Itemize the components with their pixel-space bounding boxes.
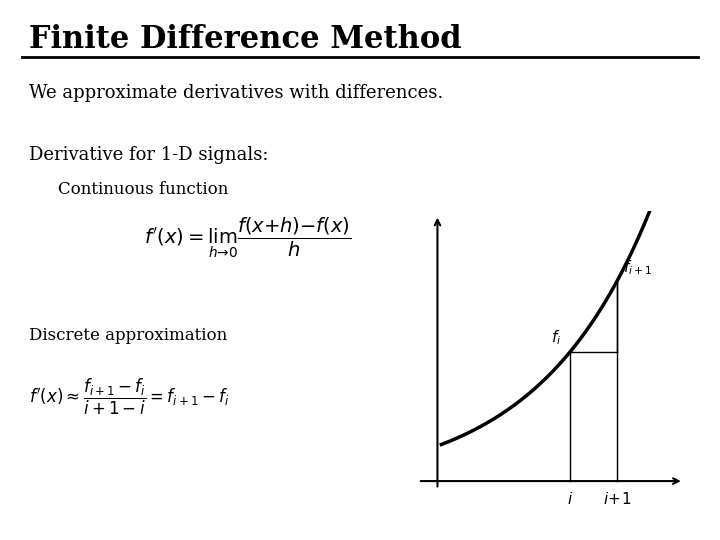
- Text: Continuous function: Continuous function: [58, 181, 228, 198]
- Text: $f_i$: $f_i$: [551, 329, 561, 347]
- Text: $f'(x) \approx \dfrac{f_{i+1} - f_i}{i+1-i} = f_{i+1} - f_i$: $f'(x) \approx \dfrac{f_{i+1} - f_i}{i+1…: [29, 377, 230, 417]
- Text: Discrete approximation: Discrete approximation: [29, 327, 227, 343]
- Text: $i$: $i$: [567, 491, 573, 508]
- Text: $i\!+\!1$: $i\!+\!1$: [603, 491, 631, 508]
- Text: Derivative for 1-D signals:: Derivative for 1-D signals:: [29, 146, 269, 164]
- Text: Finite Difference Method: Finite Difference Method: [29, 24, 462, 55]
- Text: $f_{i+1}$: $f_{i+1}$: [624, 258, 652, 276]
- Text: We approximate derivatives with differences.: We approximate derivatives with differen…: [29, 84, 443, 102]
- Text: $f'(x) = \lim_{h \to 0} \dfrac{f(x+h) - f(x)}{h}$: $f'(x) = \lim_{h \to 0} \dfrac{f(x+h) - …: [144, 215, 351, 260]
